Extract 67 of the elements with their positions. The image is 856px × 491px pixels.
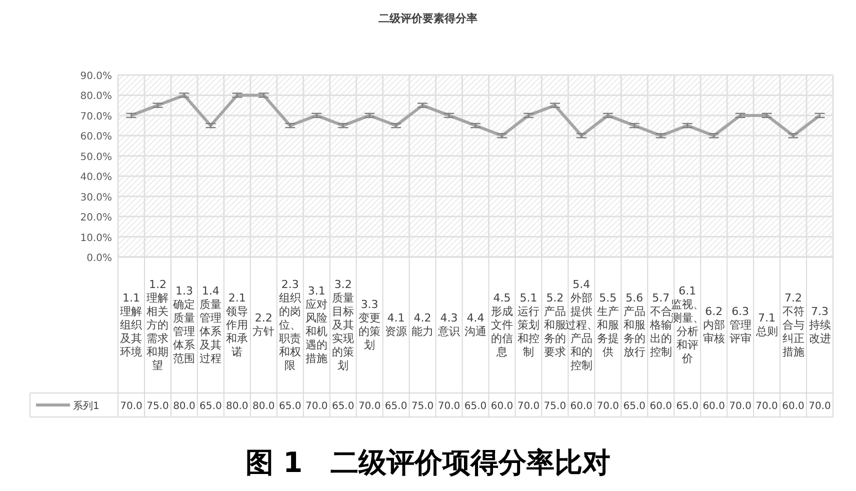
data-label: 60.0 bbox=[570, 401, 593, 412]
x-tick-label: 6.1 监视、测量、分析和评价 bbox=[670, 284, 704, 365]
data-label: 65.0 bbox=[676, 401, 698, 412]
y-tick-label: 30.0% bbox=[80, 192, 112, 204]
x-tick-label: 1.3 确定质量管理体系范围 bbox=[172, 284, 196, 365]
x-tick-label: 4.1 资源 bbox=[385, 312, 408, 338]
caption: 图 1 二级评价项得分率比对 bbox=[245, 446, 611, 479]
data-label: 75.0 bbox=[544, 401, 566, 412]
data-label: 65.0 bbox=[623, 401, 646, 412]
y-tick-label: 50.0% bbox=[80, 152, 112, 163]
data-label: 70.0 bbox=[517, 401, 540, 412]
x-tick-label: 5.6 产品和服务的放行 bbox=[623, 291, 646, 358]
x-tick-label: 4.3 意识 bbox=[437, 312, 460, 338]
x-tick-label: 1.4 质量管理体系及其过程 bbox=[200, 284, 222, 365]
data-label: 60.0 bbox=[702, 401, 725, 412]
x-tick-label: 5.7 不合格输出的控制 bbox=[648, 291, 672, 358]
y-tick-label: 20.0% bbox=[80, 212, 112, 224]
x-tick-label: 2.1 领导作用和承诺 bbox=[225, 291, 248, 358]
y-tick-label: 0.0% bbox=[86, 253, 112, 264]
data-label: 65.0 bbox=[464, 401, 487, 412]
y-tick-label: 10.0% bbox=[80, 232, 112, 244]
y-tick-label: 90.0% bbox=[80, 71, 112, 82]
x-tick-label: 6.3 管理评审 bbox=[729, 304, 752, 345]
data-label: 70.0 bbox=[358, 401, 381, 412]
x-tick-label: 5.4 外部提供过程、产品和的控制 bbox=[564, 278, 598, 372]
data-label: 80.0 bbox=[252, 401, 275, 412]
x-tick-label: 4.2 能力 bbox=[412, 312, 434, 338]
data-label: 70.0 bbox=[729, 401, 752, 412]
data-label: 80.0 bbox=[226, 401, 248, 412]
y-tick-label: 40.0% bbox=[80, 172, 112, 184]
y-tick-label: 70.0% bbox=[80, 111, 112, 122]
x-tick-label: 2.3 组织的岗位、职责和权限 bbox=[279, 278, 302, 372]
x-tick-label: 3.2 质量目标及其实现的策划 bbox=[332, 278, 354, 372]
x-tick-label: 5.2 产品和服务的要求 bbox=[544, 291, 566, 358]
data-label: 80.0 bbox=[173, 401, 196, 412]
x-tick-label: 4.5 形成文件的信息 bbox=[490, 291, 513, 358]
y-tick-label: 80.0% bbox=[80, 91, 112, 102]
data-label: 65.0 bbox=[200, 401, 222, 412]
x-tick-label: 7.3 持续改进 bbox=[808, 304, 831, 345]
x-tick-label: 3.1 应对风险和机遇的措施 bbox=[306, 284, 328, 365]
data-label: 65.0 bbox=[384, 401, 408, 412]
x-tick-label: 3.3 变更的策划 bbox=[358, 298, 381, 352]
x-tick-label: 7.1 总则 bbox=[754, 312, 778, 338]
legend-label: 系列1 bbox=[73, 400, 100, 412]
y-tick-label: 60.0% bbox=[80, 132, 112, 143]
data-label: 70.0 bbox=[756, 401, 778, 412]
data-label: 70.0 bbox=[120, 401, 142, 412]
x-tick-label: 1.1 理解组织及其环境 bbox=[120, 291, 142, 358]
x-tick-label: 5.1 运行策划和控制 bbox=[517, 291, 540, 358]
x-tick-label: 1.2 理解相关方的需求和期望 bbox=[146, 278, 169, 372]
x-tick-label: 5.5 生产和服务提供 bbox=[596, 291, 619, 358]
data-label: 60.0 bbox=[490, 401, 514, 412]
data-label: 60.0 bbox=[782, 401, 804, 412]
data-label: 75.0 bbox=[146, 401, 169, 412]
data-label: 75.0 bbox=[411, 401, 434, 412]
data-label: 70.0 bbox=[438, 401, 460, 412]
data-label: 70.0 bbox=[596, 401, 620, 412]
chart-title: 二级评价要素得分率 bbox=[378, 12, 478, 25]
data-label: 70.0 bbox=[305, 401, 328, 412]
x-tick-label: 2.2 方针 bbox=[252, 312, 275, 338]
x-tick-label: 7.2 不符合与纠正措施 bbox=[782, 291, 804, 358]
data-label: 70.0 bbox=[808, 401, 831, 412]
x-tick-label: 4.4 沟通 bbox=[464, 312, 486, 338]
data-label: 65.0 bbox=[278, 401, 302, 412]
data-label: 60.0 bbox=[650, 401, 672, 412]
data-label: 65.0 bbox=[332, 401, 354, 412]
x-tick-label: 6.2 内部审核 bbox=[702, 304, 725, 345]
